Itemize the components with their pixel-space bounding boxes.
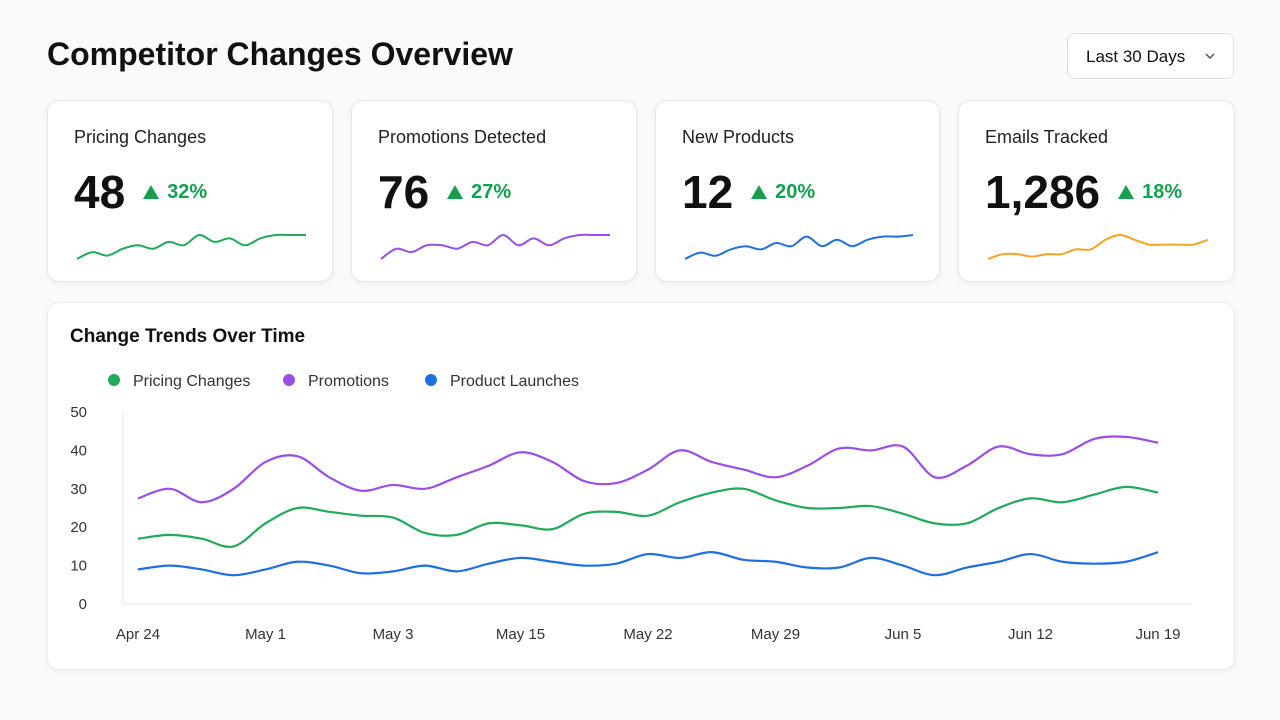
sparkline-line bbox=[380, 233, 610, 260]
up-arrow bbox=[143, 185, 160, 199]
kpi-value: 12 bbox=[682, 166, 734, 218]
kpi-card: Emails Tracked 1,286 18% bbox=[958, 100, 1235, 282]
y-tick-label: 30 bbox=[70, 481, 87, 498]
kpi-label: Emails Tracked bbox=[985, 127, 1109, 147]
kpi-change: 20% bbox=[751, 181, 815, 204]
legend-label: Pricing Changes bbox=[133, 373, 250, 390]
kpi-row: 76 27% bbox=[378, 165, 511, 219]
up-arrow-shape bbox=[751, 185, 768, 199]
sparkline bbox=[380, 233, 610, 260]
page-title: Competitor Changes Overview bbox=[47, 36, 513, 72]
kpi-row: 12 20% bbox=[682, 165, 815, 219]
kpi-label: Pricing Changes bbox=[74, 127, 207, 147]
series-line bbox=[137, 551, 1159, 577]
y-tick-label: 40 bbox=[70, 442, 87, 459]
x-tick-label: May 1 bbox=[245, 626, 286, 643]
range-dropdown[interactable]: Last 30 Days bbox=[1067, 33, 1234, 79]
kpi-label: New Products bbox=[682, 127, 795, 147]
legend-label: Promotions bbox=[308, 373, 389, 390]
series-line bbox=[137, 485, 1159, 548]
kpi-card: Promotions Detected 76 27% bbox=[351, 100, 637, 282]
up-arrow-shape bbox=[447, 185, 464, 199]
y-tick-label: 20 bbox=[70, 519, 87, 536]
kpi-card: Pricing Changes 48 32% bbox=[47, 100, 333, 282]
kpi-change-text: 20% bbox=[775, 180, 816, 203]
x-tick-label: May 15 bbox=[496, 626, 545, 643]
kpi-card: New Products 12 20% bbox=[655, 100, 940, 282]
kpi-row: 1,286 18% bbox=[985, 165, 1182, 219]
x-tick-label: May 22 bbox=[623, 626, 672, 643]
kpi-row: 48 32% bbox=[74, 165, 207, 219]
sparkline-line bbox=[987, 233, 1209, 260]
x-tick-label: Jun 5 bbox=[885, 626, 922, 643]
kpi-label: Promotions Detected bbox=[378, 127, 547, 147]
y-tick-label: 10 bbox=[70, 558, 87, 575]
kpi-value: 1,286 bbox=[985, 166, 1101, 218]
x-tick-label: Apr 24 bbox=[116, 626, 160, 643]
legend-dot bbox=[108, 374, 120, 386]
sparkline-line bbox=[684, 234, 914, 260]
kpi-change-text: 32% bbox=[167, 180, 208, 203]
up-arrow bbox=[1118, 185, 1135, 199]
sparkline-line bbox=[76, 233, 306, 260]
legend-dot bbox=[425, 374, 437, 386]
chevron bbox=[1205, 53, 1215, 60]
x-tick-label: May 29 bbox=[751, 626, 800, 643]
x-tick-label: Jun 19 bbox=[1135, 626, 1180, 643]
range-label: Last 30 Days bbox=[1086, 47, 1186, 66]
sparkline bbox=[684, 234, 914, 260]
legend-label: Product Launches bbox=[450, 373, 579, 390]
kpi-change: 32% bbox=[143, 181, 207, 204]
kpi-change: 18% bbox=[1118, 181, 1182, 204]
kpi-change-text: 18% bbox=[1142, 180, 1183, 203]
x-tick-label: Jun 12 bbox=[1008, 626, 1053, 643]
kpi-value: 48 bbox=[74, 166, 126, 218]
up-arrow bbox=[751, 185, 768, 199]
up-arrow-shape bbox=[143, 185, 160, 199]
up-arrow-shape bbox=[1118, 185, 1135, 199]
chart-card bbox=[47, 302, 1235, 670]
series-line bbox=[137, 435, 1159, 504]
sparkline bbox=[76, 233, 306, 260]
y-tick-label: 50 bbox=[70, 404, 87, 421]
legend-dot bbox=[283, 374, 295, 386]
kpi-change: 27% bbox=[447, 181, 511, 204]
x-tick-label: May 3 bbox=[373, 626, 414, 643]
y-tick-label: 0 bbox=[79, 596, 87, 613]
chart-title: Change Trends Over Time bbox=[70, 326, 305, 347]
up-arrow bbox=[447, 185, 464, 199]
kpi-change-text: 27% bbox=[471, 180, 512, 203]
sparkline bbox=[987, 233, 1209, 260]
kpi-value: 76 bbox=[378, 166, 430, 218]
